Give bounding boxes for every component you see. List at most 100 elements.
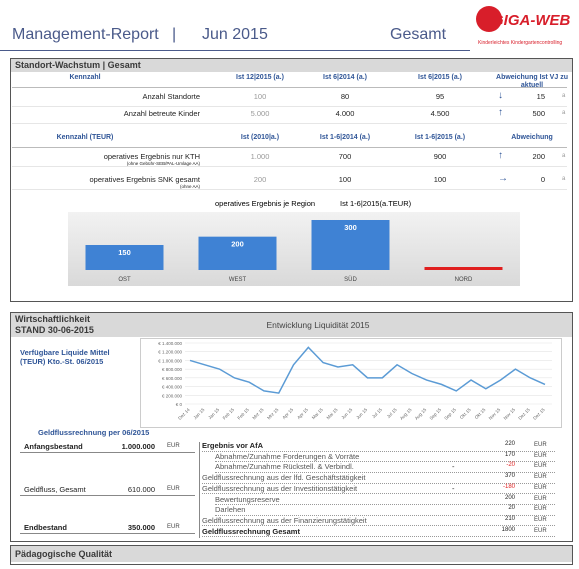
x-tick-label: Mai 15 bbox=[311, 407, 324, 420]
bar bbox=[424, 267, 503, 270]
detail-unit: EUR bbox=[534, 527, 547, 534]
detail-unit: EUR bbox=[534, 484, 547, 491]
y-tick-label: € 1.000.000 bbox=[158, 358, 182, 363]
summary-amount: 610.000 bbox=[127, 485, 155, 494]
separator: | bbox=[172, 26, 177, 43]
liquidity-chart: Entwicklung Liquidität 2015 € 0 € 200.000 €… bbox=[158, 320, 552, 421]
x-tick-label: Jul 15 bbox=[386, 407, 398, 419]
x-tick-label: Feb 15 bbox=[236, 407, 250, 421]
column-header: Abweichung bbox=[511, 134, 553, 141]
summary-unit: EUR bbox=[167, 443, 180, 449]
detail-amount: 200 bbox=[504, 494, 515, 501]
section-title: Wirtschaftlichkeit STAND 30-06-2015 bbox=[11, 313, 572, 337]
region-chart: operatives Ergebnis je Region Ist 1-6|201… bbox=[85, 199, 503, 283]
detail-label: Abnahme/Zunahme Rückstell. & Verbindl. bbox=[215, 462, 354, 472]
data-label: 150 bbox=[118, 248, 131, 257]
section-subtitle: STAND 30-06-2015 bbox=[15, 325, 94, 335]
trend-arrow: ↑ bbox=[498, 107, 503, 118]
detail-amount: -180 bbox=[502, 483, 515, 490]
x-tick-label: Feb 15 bbox=[222, 407, 236, 421]
scope: Gesamt bbox=[390, 26, 447, 43]
detail-label: Geldflussrechnung Gesamt bbox=[202, 526, 300, 536]
summary-rule bbox=[20, 533, 195, 534]
detail-unit: EUR bbox=[534, 506, 547, 513]
column-header: Ist 1-6|2014 (a.) bbox=[319, 134, 371, 141]
detail-unit: EUR bbox=[534, 474, 547, 481]
column-header: Kennzahl (TEUR) bbox=[56, 134, 114, 141]
detail-label: Ergebnis vor AfA bbox=[202, 441, 263, 450]
detail-unit: EUR bbox=[534, 452, 547, 459]
y-tick-label: € 1.400.000 bbox=[158, 341, 182, 346]
section-title: Wirtschaftlichkeit bbox=[15, 314, 90, 324]
growth-section bbox=[10, 58, 573, 302]
detail-label: Geldflussrechnung aus der Investitionstä… bbox=[202, 483, 358, 493]
cell: 80 bbox=[340, 92, 350, 101]
detail-unit: EUR bbox=[534, 516, 547, 523]
x-tick-label: Dez 14 bbox=[177, 407, 191, 421]
bar bbox=[85, 245, 164, 270]
detail-unit: EUR bbox=[534, 442, 547, 448]
cell: 1.000 bbox=[250, 152, 270, 161]
summary-unit: EUR bbox=[167, 486, 180, 492]
detail-unit: EUR bbox=[534, 495, 547, 502]
y-tick-label: € 1.200.000 bbox=[158, 350, 182, 355]
summary-label: Anfangsbestand bbox=[24, 442, 83, 451]
x-tick-label: Mrz 15 bbox=[251, 407, 265, 421]
cell: 4.500 bbox=[430, 109, 450, 118]
detail-amount: 1800 bbox=[501, 526, 515, 533]
x-tick-label: Apr 15 bbox=[296, 407, 309, 420]
detail-unit: EUR bbox=[534, 463, 547, 470]
chart-subtitle: Ist 1-6|2015(a.TEUR) bbox=[340, 199, 412, 208]
cell: 95 bbox=[435, 92, 445, 101]
unit: a bbox=[562, 110, 566, 116]
column-header: Ist (2010|a.) bbox=[240, 134, 280, 141]
row-rule bbox=[12, 106, 567, 107]
category-label: NORD bbox=[455, 277, 473, 283]
cell: 900 bbox=[433, 152, 447, 161]
trend-arrow: ↑ bbox=[498, 150, 503, 161]
summary-unit: EUR bbox=[167, 524, 180, 530]
x-tick-label: Jan 15 bbox=[192, 407, 205, 420]
row-sublabel: (ohne AA) bbox=[179, 184, 200, 189]
y-tick-label: € 0 bbox=[176, 402, 183, 407]
x-tick-label: Jan 15 bbox=[207, 407, 220, 420]
detail-label: Bewertungsreserve bbox=[215, 494, 280, 504]
detail-amount: 370 bbox=[504, 473, 515, 480]
row-label: Anzahl Standorte bbox=[142, 92, 200, 101]
cell: 200 bbox=[253, 175, 267, 184]
summary-rule bbox=[20, 495, 195, 496]
cell: 4.000 bbox=[335, 109, 355, 118]
detail-amount: 170 bbox=[504, 451, 515, 458]
header-rule bbox=[12, 87, 567, 88]
cell: 100 bbox=[433, 175, 447, 184]
column-header: Kennzahl bbox=[69, 74, 101, 81]
logo-tagline: Kinderleichtes Kindergartencontrolling bbox=[478, 40, 563, 46]
data-label: 300 bbox=[344, 223, 357, 232]
y-tick-label: € 800.000 bbox=[162, 367, 183, 372]
logo: GIGA-WEB bbox=[492, 12, 571, 29]
category-label: OST bbox=[118, 277, 131, 283]
liquidity-caption: Verfügbare Liquide Mittel (TEUR) Kto.-St… bbox=[20, 348, 110, 366]
x-tick-label: Sep 15 bbox=[443, 407, 457, 421]
cell: 100 bbox=[338, 175, 352, 184]
y-tick-label: € 600.000 bbox=[162, 376, 183, 381]
chart-title: operatives Ergebnis je Region bbox=[215, 199, 315, 208]
cell: 5.000 bbox=[250, 109, 270, 118]
x-tick-label: Jul 15 bbox=[371, 407, 383, 419]
summary-amount: 350.000 bbox=[127, 523, 155, 532]
cell: 700 bbox=[338, 152, 352, 161]
x-tick-label: Dez 15 bbox=[532, 407, 546, 421]
detail-sign: - bbox=[452, 462, 455, 472]
detail-label: Geldflussrechnung aus der lfd. Geschäfts… bbox=[202, 473, 366, 483]
y-tick-label: € 200.000 bbox=[162, 393, 183, 398]
x-tick-label: Mrz 15 bbox=[266, 407, 280, 421]
detail-rule bbox=[215, 461, 555, 463]
data-label: 200 bbox=[231, 240, 244, 249]
detail-rule bbox=[202, 536, 555, 538]
x-tick-label: Mai 15 bbox=[326, 407, 339, 420]
deviation: 500 bbox=[532, 109, 545, 118]
column-header: Ist 1-6|2015 (a.) bbox=[414, 134, 466, 141]
row-label: operatives Ergebnis nur KTH bbox=[103, 152, 200, 161]
row-label: Anzahl betreute Kinder bbox=[123, 109, 200, 118]
